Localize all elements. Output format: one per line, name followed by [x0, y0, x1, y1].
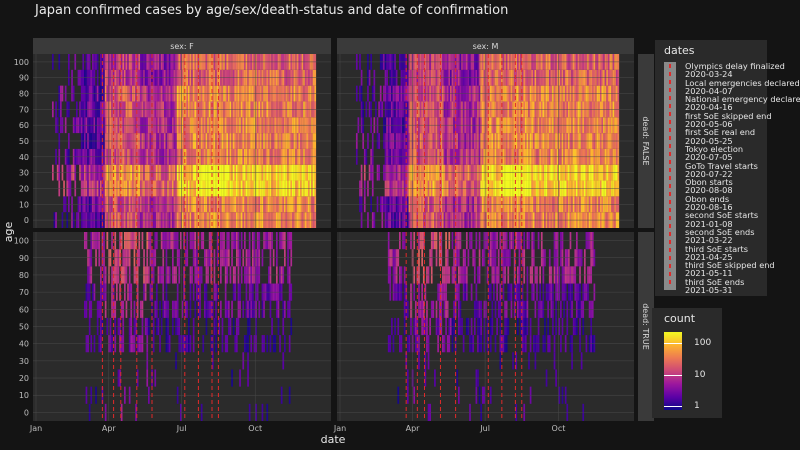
dates-legend: dates Olympics delay finalized 2020-03-24…: [655, 40, 800, 296]
y-tick-label: 90: [19, 74, 29, 83]
dates-legend-entry: second SoE ends: [685, 226, 755, 237]
y-tick-label: 90: [19, 254, 29, 263]
x-tick-label: Apr: [406, 424, 421, 433]
x-tick-label: Jul: [479, 424, 490, 433]
facet-strip: [337, 38, 634, 54]
facet-strip: [638, 54, 654, 228]
x-tick-label: Jan: [29, 424, 42, 433]
y-axis-label: age: [2, 222, 15, 243]
dates-legend-key: [664, 62, 676, 290]
count-tick-mark: [664, 375, 682, 376]
facet-strip: [638, 232, 654, 421]
dates-legend-entry: 2020-05-25: [685, 135, 733, 146]
dates-legend-entry: 2020-04-07: [685, 85, 733, 96]
dates-legend-entry: GoTo Travel starts: [685, 160, 758, 171]
dates-legend-list: Olympics delay finalized 2020-03-24 Local …: [685, 61, 800, 296]
count-tick-mark: [664, 343, 682, 344]
y-tick-label: 40: [19, 153, 29, 162]
y-tick-label: 50: [19, 137, 29, 146]
plot-layer: sex: F sex: M dead: FALSE dead: TRUE 0 10 20 30…: [14, 38, 654, 433]
count-tick-label: 1: [694, 401, 700, 411]
y-tick-label: 0: [24, 216, 29, 225]
count-legend: count 100 10 1: [652, 308, 722, 418]
y-tick-label: 70: [19, 288, 29, 297]
dates-legend-entry: 2021-05-31: [685, 285, 733, 296]
dates-legend-entry: 2020-07-05: [685, 152, 733, 163]
y-tick-label: 30: [19, 357, 29, 366]
y-tick-label: 80: [19, 90, 29, 99]
dates-legend-entry: third SoE starts: [685, 243, 749, 254]
facet-strip: [33, 38, 331, 54]
y-tick-label: 60: [19, 305, 29, 314]
x-tick-label: Apr: [102, 424, 117, 433]
facet-strip-label: dead: TRUE: [641, 303, 650, 350]
dates-legend-entry: third SoE ends: [685, 276, 745, 287]
dates-legend-entry: Obon ends: [685, 193, 730, 204]
dates-legend-entry: 2021-03-22: [685, 235, 733, 246]
facet-strip-label: sex: F: [170, 42, 194, 51]
y-tick-label: 40: [19, 340, 29, 349]
x-tick-label: Jan: [333, 424, 346, 433]
dates-legend-entry: first SoE real end: [685, 127, 756, 138]
dates-legend-entry: 2020-05-06: [685, 119, 733, 130]
y-tick-label: 10: [19, 200, 29, 209]
y-tick-label: 0: [24, 408, 29, 417]
dates-legend-entry: 2020-07-22: [685, 168, 733, 179]
dates-legend-entry: third SoE skipped end: [685, 260, 775, 271]
count-colorbar: [664, 332, 682, 410]
chart-title: Japan confirmed cases by age/sex/death-s…: [34, 3, 508, 18]
dashed-line-swatch: [669, 64, 671, 288]
dates-legend-entry: 2021-01-08: [685, 218, 733, 229]
dates-legend-entry: 2021-04-25: [685, 251, 733, 262]
dates-legend-entry: second SoE starts: [685, 210, 759, 221]
y-tick-label: 70: [19, 105, 29, 114]
x-tick-label: Jul: [176, 424, 187, 433]
y-tick-label: 20: [19, 374, 29, 383]
dates-legend-entry: 2020-04-16: [685, 102, 733, 113]
dates-legend-entry: National emergency declared: [685, 94, 800, 105]
dates-legend-entry: Local emergencies declared: [685, 77, 800, 88]
x-axis-label: date: [321, 433, 346, 446]
y-tick-label: 10: [19, 391, 29, 400]
y-tick-label: 80: [19, 271, 29, 280]
x-tick-label: Oct: [552, 424, 566, 433]
dates-legend-entry: Obon starts: [685, 177, 733, 188]
dates-legend-entry: 2020-08-16: [685, 202, 733, 213]
x-tick-label: Oct: [248, 424, 262, 433]
count-legend-title: count: [664, 312, 696, 325]
y-tick-label: 50: [19, 323, 29, 332]
y-tick-label: 100: [14, 237, 29, 246]
y-tick-label: 100: [14, 58, 29, 67]
y-tick-label: 60: [19, 121, 29, 130]
dates-legend-title: dates: [664, 44, 695, 57]
facet-strip-label: dead: FALSE: [641, 116, 650, 165]
dates-legend-entry: Tokyo election: [685, 143, 744, 154]
dates-legend-entry: 2020-08-08: [685, 185, 733, 196]
count-tick-label: 100: [694, 338, 712, 348]
y-tick-label: 20: [19, 184, 29, 193]
y-tick-label: 30: [19, 169, 29, 178]
dates-legend-entry: Olympics delay finalized: [685, 61, 785, 71]
dates-legend-entry: first SoE skipped end: [685, 110, 772, 121]
count-tick-mark: [664, 406, 682, 407]
dates-legend-entry: 2020-03-24: [685, 69, 733, 80]
count-tick-label: 10: [694, 370, 706, 380]
dates-legend-entry: 2021-05-11: [685, 268, 733, 279]
facet-strip-label: sex: M: [473, 42, 499, 51]
